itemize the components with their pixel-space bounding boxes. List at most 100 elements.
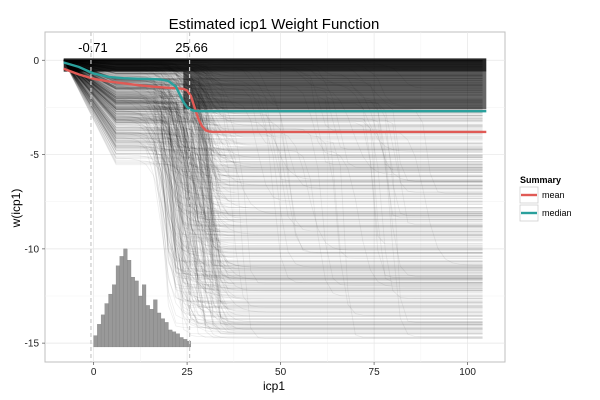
sampled-curve	[63, 60, 483, 266]
sampled-curve	[63, 59, 483, 178]
sampled-curve	[63, 59, 483, 270]
sampled-curve	[63, 60, 483, 187]
sampled-curve	[63, 60, 483, 309]
sampled-curve	[63, 60, 483, 264]
sampled-curve	[63, 60, 483, 214]
sampled-curve	[63, 60, 483, 312]
sampled-curve	[63, 60, 483, 214]
sampled-curve	[63, 60, 483, 280]
sampled-curve	[63, 59, 483, 162]
sampled-curve	[63, 60, 483, 320]
sampled-curve	[63, 59, 483, 267]
sampled-curve	[63, 60, 483, 195]
sampled-curve	[63, 60, 483, 239]
legend-label-mean: mean	[542, 190, 565, 200]
sampled-curve	[63, 59, 483, 195]
sampled-curve	[63, 59, 483, 222]
sampled-curve	[63, 60, 483, 331]
sampled-curve	[63, 60, 483, 276]
sampled-curve	[63, 60, 483, 323]
sampled-curve	[63, 60, 483, 290]
sampled-curve	[63, 59, 483, 173]
sampled-curve	[63, 60, 483, 237]
sampled-curve	[63, 59, 483, 334]
sampled-curve	[63, 60, 483, 275]
sampled-curve	[63, 59, 483, 250]
sampled-curve	[63, 60, 483, 279]
sampled-curve	[63, 60, 483, 339]
histogram	[93, 248, 192, 348]
histogram-bar	[115, 265, 120, 348]
sampled-curve	[63, 59, 483, 181]
sampled-curve	[63, 60, 483, 186]
sampled-curve	[63, 59, 483, 144]
sampled-curve	[63, 60, 483, 277]
sampled-curve	[63, 59, 483, 190]
sampled-curve	[63, 59, 483, 125]
sampled-curve	[63, 60, 483, 239]
sampled-curve	[63, 59, 483, 228]
histogram-bar	[104, 303, 109, 348]
sampled-curve	[63, 60, 483, 338]
sampled-curve	[63, 60, 483, 286]
sampled-curve	[63, 60, 483, 254]
sampled-curve	[63, 60, 483, 329]
sampled-curve	[63, 59, 483, 272]
sampled-curve	[63, 59, 483, 159]
sampled-curve	[63, 59, 483, 170]
sampled-curve	[63, 59, 483, 189]
sampled-curve	[63, 59, 483, 169]
sampled-curve	[63, 60, 483, 325]
sampled-curve	[63, 60, 483, 232]
sampled-curve	[63, 60, 483, 332]
sampled-curve	[63, 59, 483, 227]
sampled-curve	[63, 59, 483, 118]
sampled-curve	[63, 59, 483, 270]
sampled-curve	[63, 60, 483, 277]
sampled-curve	[63, 60, 483, 289]
sampled-curve	[63, 60, 483, 262]
sampled-curve	[63, 60, 483, 268]
sampled-curve	[63, 59, 483, 177]
sampled-curve	[63, 59, 483, 277]
sampled-curve	[63, 59, 483, 238]
sampled-curve	[63, 59, 483, 129]
sampled-curve	[63, 60, 483, 193]
sampled-curve	[63, 60, 483, 241]
sampled-curve	[63, 60, 483, 269]
sampled-curve	[63, 60, 483, 227]
sampled-curve	[63, 60, 483, 334]
sampled-curve	[63, 59, 483, 153]
sampled-curve	[63, 60, 483, 289]
histogram-bar	[112, 284, 117, 348]
sampled-curve	[63, 60, 483, 270]
sampled-curve	[63, 59, 483, 231]
sampled-curve	[63, 60, 483, 310]
sampled-curve	[63, 60, 483, 324]
sampled-curve	[63, 60, 483, 300]
sampled-curve	[63, 59, 483, 163]
sampled-curve	[63, 59, 483, 127]
sampled-curve	[63, 59, 483, 182]
sampled-curve	[63, 59, 483, 304]
sampled-curve	[63, 59, 483, 181]
sampled-curve	[63, 60, 483, 235]
sampled-curve	[63, 59, 483, 226]
sampled-curve	[63, 59, 483, 168]
sampled-curve	[63, 59, 483, 216]
sampled-curve	[63, 60, 483, 329]
sampled-curve	[63, 59, 483, 116]
sampled-curve	[63, 60, 483, 249]
sampled-curve	[63, 59, 483, 210]
sampled-curve	[63, 59, 483, 181]
sampled-curve	[63, 60, 483, 282]
sampled-curve	[63, 59, 483, 163]
sampled-curve	[63, 60, 483, 309]
sampled-curve	[63, 60, 483, 278]
sampled-curve	[63, 59, 483, 194]
sampled-curve	[63, 60, 483, 248]
sampled-curve	[63, 60, 483, 284]
sampled-curve	[63, 60, 483, 325]
sampled-curve	[63, 60, 483, 330]
sampled-curve	[63, 59, 483, 284]
